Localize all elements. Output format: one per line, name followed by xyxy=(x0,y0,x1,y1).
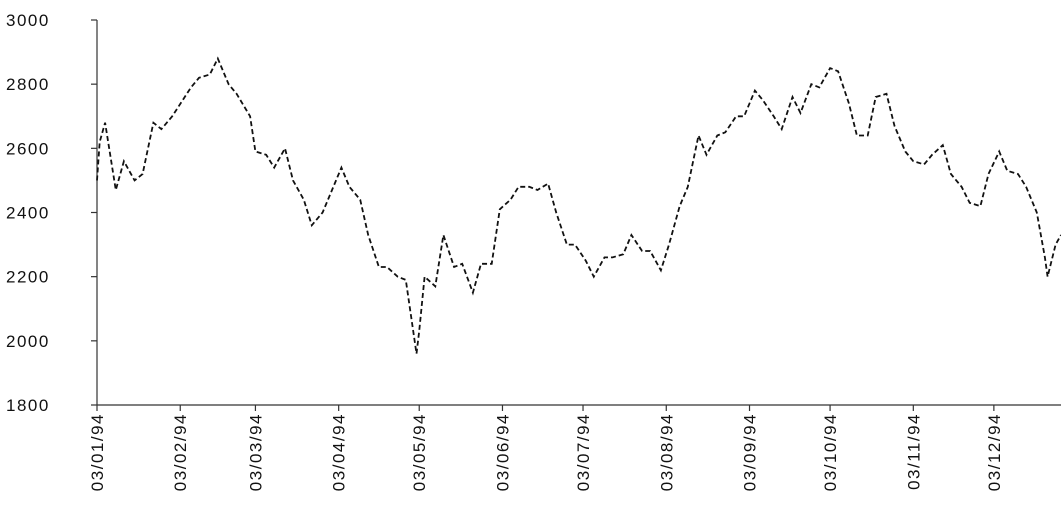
x-tick-label: 03/03/94 xyxy=(246,413,265,491)
x-tick-label: 03/08/94 xyxy=(657,413,676,491)
y-tick-label: 2800 xyxy=(6,75,50,94)
price-line xyxy=(96,56,1061,354)
x-tick-label: 03/12/94 xyxy=(985,413,1004,491)
x-tick-label: 03/05/94 xyxy=(410,413,429,491)
x-tick-label: 03/02/94 xyxy=(171,413,190,491)
x-tick-label: 03/07/94 xyxy=(574,413,593,491)
x-tick-label: 03/10/94 xyxy=(821,413,840,491)
x-tick-label: 03/06/94 xyxy=(493,413,512,491)
y-tick-label: 1800 xyxy=(6,396,50,415)
x-tick-label: 03/09/94 xyxy=(741,413,760,491)
y-tick-label: 2200 xyxy=(6,268,50,287)
x-tick-label: 03/11/94 xyxy=(904,413,923,490)
x-tick-label: 03/04/94 xyxy=(330,413,349,491)
y-tick-label: 2000 xyxy=(6,332,50,351)
y-tick-label: 3000 xyxy=(6,11,50,30)
y-tick-label: 2600 xyxy=(6,139,50,158)
y-tick-label: 2400 xyxy=(6,204,50,223)
x-tick-label: 03/01/94 xyxy=(88,413,107,491)
